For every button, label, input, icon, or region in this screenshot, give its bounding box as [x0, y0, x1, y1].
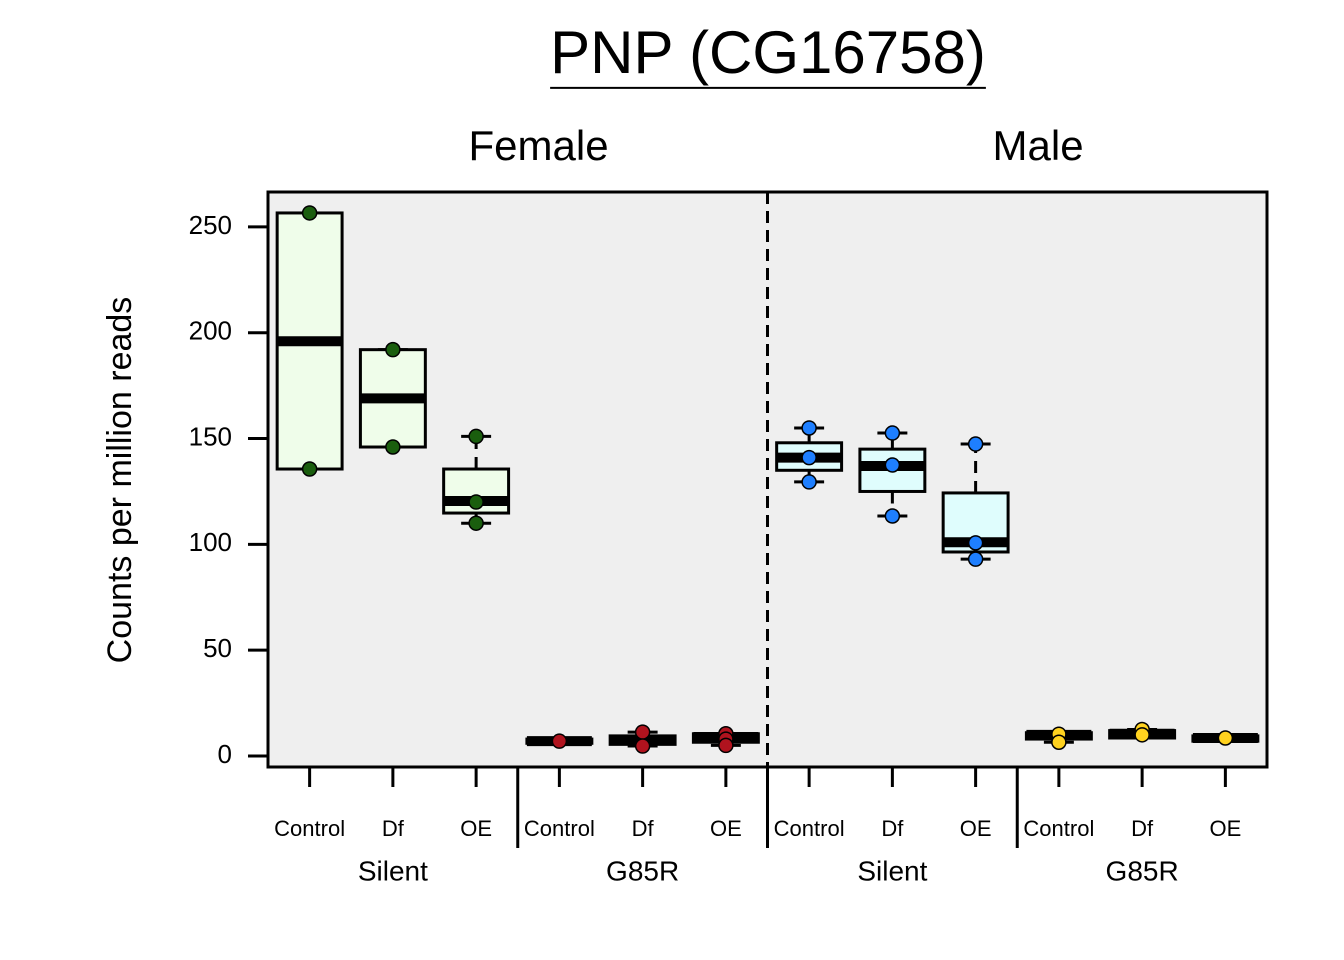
- data-point: [468, 515, 484, 531]
- data-point: [801, 449, 817, 466]
- data-point: [967, 436, 984, 452]
- x-tick-label: Control: [524, 816, 595, 841]
- group-label: G85R: [606, 855, 679, 886]
- y-axis-label: Counts per million reads: [101, 297, 139, 664]
- x-tick-label: OE: [710, 816, 742, 841]
- data-point: [385, 341, 401, 358]
- y-tick-label: 0: [218, 739, 232, 769]
- data-point: [718, 737, 734, 754]
- data-point: [1134, 727, 1150, 743]
- x-tick-label: Control: [774, 816, 845, 841]
- data-point: [1051, 734, 1067, 750]
- panel-label: Male: [993, 122, 1084, 169]
- data-point: [801, 474, 817, 490]
- data-point: [634, 724, 651, 740]
- y-tick-label: 150: [189, 421, 232, 451]
- x-tick-label: Df: [1131, 816, 1154, 841]
- panel-label: Female: [469, 122, 609, 169]
- plot-frame: [266, 190, 1269, 769]
- x-tick-label: OE: [960, 816, 992, 841]
- data-point: [967, 535, 984, 551]
- x-tick-label: Control: [274, 816, 345, 841]
- data-point: [1217, 730, 1234, 746]
- y-tick-label: 200: [189, 316, 232, 346]
- data-point: [385, 439, 401, 455]
- x-tick-label: Df: [881, 816, 904, 841]
- data-point: [884, 425, 901, 441]
- data-point: [301, 205, 318, 221]
- data-point: [468, 494, 484, 510]
- data-point: [884, 457, 901, 473]
- chart-title: PNP (CG16758): [550, 19, 986, 86]
- data-point: [884, 508, 901, 524]
- x-tick-label: Df: [632, 816, 655, 841]
- x-tick-label: OE: [460, 816, 492, 841]
- y-tick-label: 100: [189, 527, 232, 557]
- y-tick-label: 250: [189, 210, 232, 240]
- data-point: [551, 733, 568, 749]
- x-tick-label: Df: [382, 816, 405, 841]
- group-label: Silent: [857, 855, 927, 886]
- data-point: [634, 738, 651, 754]
- x-tick-label: OE: [1209, 816, 1241, 841]
- group-label: G85R: [1106, 855, 1179, 886]
- data-point: [301, 461, 318, 477]
- data-point: [801, 420, 817, 436]
- data-point: [468, 428, 484, 445]
- group-label: Silent: [358, 855, 428, 886]
- y-tick-label: 50: [203, 633, 232, 663]
- x-tick-label: Control: [1023, 816, 1094, 841]
- data-point: [967, 551, 984, 567]
